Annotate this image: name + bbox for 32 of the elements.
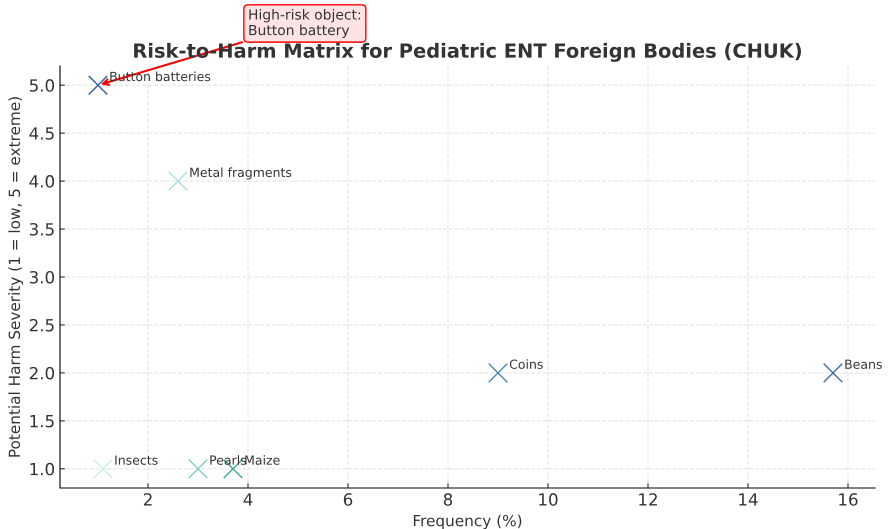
x-tick-label: 8 <box>444 493 452 506</box>
y-tick-label: 2.5 <box>30 318 54 332</box>
point <box>488 362 508 383</box>
y-tick-label: 3.0 <box>30 270 54 284</box>
annotation: Beans <box>845 360 882 369</box>
y-tick-label: 3.5 <box>30 223 54 236</box>
y-tick-label: 2.0 <box>30 366 54 380</box>
y-tick-label: 4.5 <box>29 127 54 140</box>
y-tick-label: 4.0 <box>29 175 54 188</box>
annotation: Insects <box>115 456 158 465</box>
x-tick-label: 2 <box>144 493 152 506</box>
y-tick-label: 5.0 <box>30 79 54 92</box>
annotation: High-risk object: Button battery <box>249 8 360 38</box>
annotation: Pearls <box>210 455 246 465</box>
x-tick-label: 16 <box>839 493 858 506</box>
y-tick-label: 1.5 <box>30 415 54 428</box>
x-tick-label: 10 <box>539 493 558 506</box>
point <box>188 458 208 479</box>
x-tick-label: 14 <box>739 493 758 506</box>
x-tick-label: 4 <box>244 493 252 506</box>
y-axis-title: Potential Harm Severity (1 = low, 5 = extreme) <box>8 97 24 457</box>
annotation: Coins <box>510 359 543 369</box>
point <box>822 362 844 383</box>
annotation: Metal fragments <box>190 167 292 180</box>
x-tick-label: 6 <box>344 493 352 506</box>
annotation: Maize <box>245 455 280 465</box>
point <box>92 458 114 479</box>
point <box>88 75 108 96</box>
x-axis-title: Frequency (%) <box>414 514 522 529</box>
y-tick-label: 1.0 <box>30 462 54 476</box>
point <box>168 171 188 192</box>
x-tick-label: 12 <box>639 493 657 506</box>
